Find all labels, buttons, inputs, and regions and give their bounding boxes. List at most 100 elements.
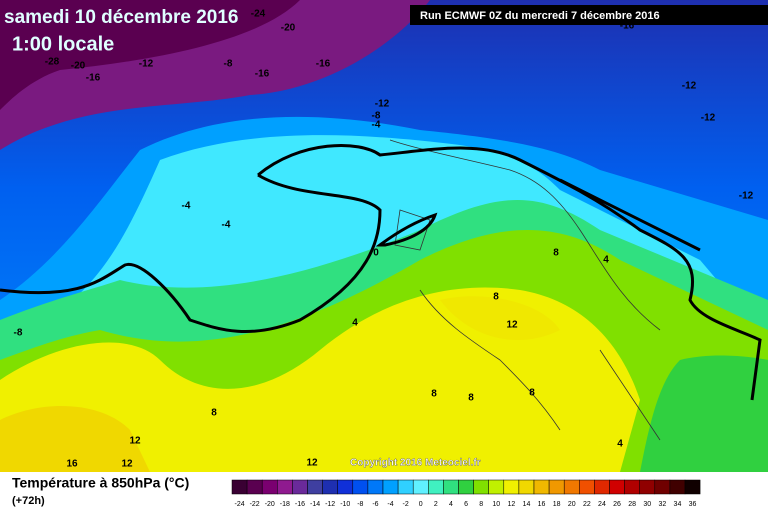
scale-swatch — [533, 479, 550, 495]
scale-label: 16 — [538, 501, 546, 508]
scale-swatch — [277, 479, 293, 495]
contour-label: 8 — [431, 389, 437, 400]
local-time: 1:00 locale — [12, 33, 114, 55]
scale-swatch — [458, 479, 474, 495]
scale-swatch — [594, 479, 610, 495]
contour-label: -8 — [224, 59, 233, 70]
coastlines — [389, 139, 661, 441]
scale-label: 24 — [598, 501, 606, 508]
zero-isotherm — [0, 144, 762, 401]
scale-label: 8 — [479, 501, 483, 508]
scale-swatch — [261, 479, 278, 495]
scale-label: 36 — [689, 501, 697, 508]
contour-label: 4 — [603, 255, 609, 266]
scale-label: 22 — [583, 501, 591, 508]
scale-swatch — [382, 479, 399, 495]
scale-label: -6 — [372, 501, 378, 508]
run-box — [410, 5, 768, 25]
scale-swatch — [412, 479, 429, 495]
scale-swatch — [292, 479, 308, 495]
scale-swatch — [473, 479, 489, 495]
contour-label: 12 — [129, 436, 141, 447]
contour-label: -12 — [739, 191, 754, 202]
scale-label: -20 — [265, 501, 275, 508]
scale-label: -14 — [310, 501, 320, 508]
run-info: Run ECMWF 0Z du mercredi 7 décembre 2016 — [420, 10, 660, 22]
scale-label: -2 — [403, 501, 409, 508]
scale-swatch — [624, 479, 640, 495]
contour-label: 12 — [121, 459, 133, 470]
scale-label: -12 — [325, 501, 335, 508]
contour-label: 16 — [66, 459, 78, 470]
contour-label: 8 — [493, 292, 499, 303]
scale-swatch — [443, 479, 459, 495]
footer-title: Température à 850hPa (°C) — [12, 475, 189, 491]
scale-label: 26 — [613, 501, 621, 508]
footer-lead: (+72h) — [12, 495, 45, 507]
contour-label: 0 — [373, 248, 379, 259]
contour-label: -12 — [139, 59, 154, 70]
scale-swatch — [428, 479, 444, 495]
scale-label: 0 — [419, 501, 423, 508]
scale-swatch — [563, 479, 580, 495]
scale-swatch — [337, 479, 354, 495]
scale-label: 6 — [464, 501, 468, 508]
contour-label: 12 — [506, 320, 518, 331]
contour-label: 8 — [211, 408, 217, 419]
scale-label: -22 — [250, 501, 260, 508]
contour-label: -12 — [375, 99, 390, 110]
scale-swatch — [488, 479, 505, 495]
scale-label: 20 — [568, 501, 576, 508]
contour-label: -4 — [222, 220, 231, 231]
contour-label: -28 — [45, 57, 60, 68]
contour-label: 4 — [617, 439, 623, 450]
scale-label: -16 — [295, 501, 305, 508]
color-scale: -24 -22 -20 -18 -16 -14 -12 -10 -8 -6 -4 -2 0 2 4 6 8 10 1… — [231, 479, 701, 508]
scale-label: -8 — [357, 501, 363, 508]
map-fill — [0, 0, 768, 472]
scale-label: 32 — [658, 501, 666, 508]
scale-label: 28 — [628, 501, 636, 508]
scale-label: 12 — [507, 501, 515, 508]
zero-isotherm — [375, 212, 438, 247]
scale-label: -18 — [280, 501, 290, 508]
contour-label: 12 — [306, 458, 318, 469]
scale-swatch — [367, 479, 384, 495]
contour-label: -24 — [251, 9, 266, 20]
contour-labels: -24-20-28 -20-16-12 -8-16-16-16-12-8-4-12-… — [14, 9, 754, 470]
scale-label: -10 — [340, 501, 350, 508]
contour-label: -20 — [281, 23, 296, 34]
scale-swatch — [654, 479, 671, 495]
scale-swatch — [397, 479, 414, 495]
contour-label: 8 — [529, 388, 535, 399]
contour-label: 8 — [468, 393, 474, 404]
contour-label: -8 — [14, 328, 23, 339]
scale-label: 2 — [434, 501, 438, 508]
scale-label: 10 — [492, 501, 500, 508]
scale-label: 18 — [553, 501, 561, 508]
contour-label: -16 — [255, 69, 270, 80]
contour-label: -8 — [372, 111, 381, 122]
scale-swatch — [322, 479, 338, 495]
scale-swatch — [669, 479, 686, 495]
scale-label: 14 — [523, 501, 531, 508]
scale-swatch — [548, 479, 565, 495]
contour-label: -16 — [316, 59, 331, 70]
scale-label: -4 — [387, 501, 393, 508]
contour-label: -4 — [182, 201, 191, 212]
contour-label: -16 — [86, 73, 101, 84]
contour-label: -16 — [620, 21, 635, 32]
contour-label: -12 — [682, 81, 697, 92]
scale-label: 30 — [643, 501, 651, 508]
date: samedi 10 décembre 2016 — [4, 7, 239, 28]
scale-label: -24 — [234, 501, 244, 508]
scale-swatch — [639, 479, 656, 495]
scale-swatch — [579, 479, 595, 495]
copyright: Copyright 2016 Meteociel.fr — [350, 458, 481, 469]
contour-label: -20 — [71, 61, 86, 72]
scale-swatch — [503, 479, 520, 495]
scale-swatch — [246, 479, 263, 495]
scale-swatch — [518, 479, 535, 495]
scale-swatch — [231, 479, 248, 495]
